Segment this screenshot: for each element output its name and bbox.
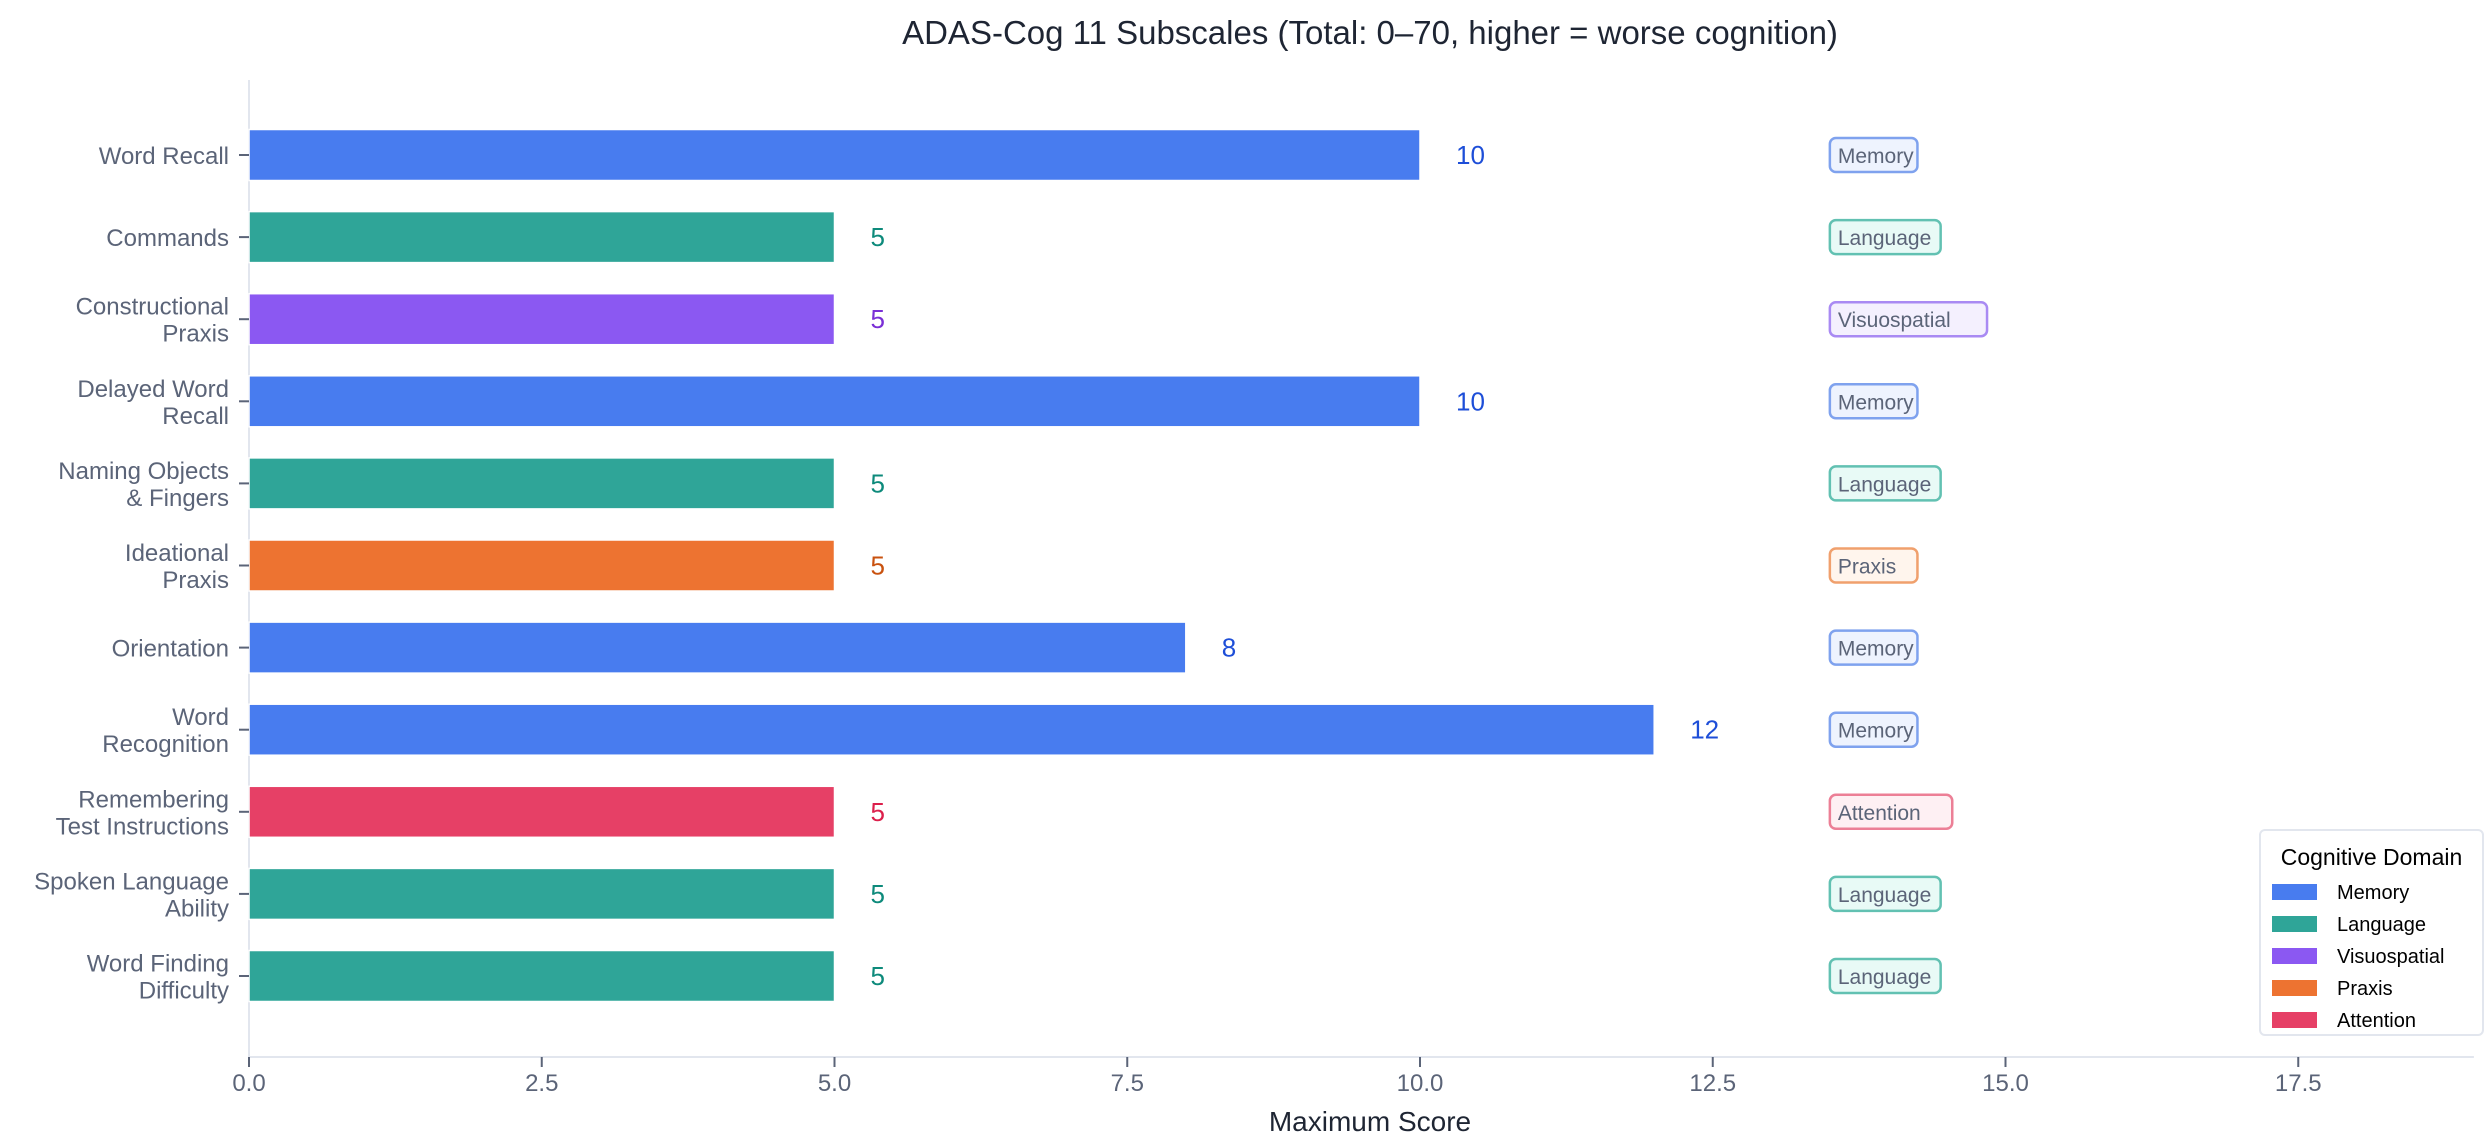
chart-title: ADAS-Cog 11 Subscales (Total: 0–70, high… bbox=[902, 14, 1838, 51]
legend-entry: Language bbox=[2337, 914, 2426, 936]
domain-tag-label: Memory bbox=[1838, 391, 1914, 414]
legend-title: Cognitive Domain bbox=[2281, 844, 2463, 870]
y-tick-label: Word Finding bbox=[87, 951, 229, 978]
domain-tag bbox=[1828, 957, 1942, 995]
data-label: 5 bbox=[871, 797, 885, 827]
domain-tag-label: Language bbox=[1838, 884, 1931, 907]
x-tick-label: 5.0 bbox=[818, 1070, 851, 1097]
legend-swatch bbox=[2272, 884, 2317, 900]
y-tick-label: Spoken Language bbox=[34, 868, 229, 895]
legend-entry: Praxis bbox=[2337, 978, 2393, 1000]
domain-tag bbox=[1828, 136, 1919, 174]
domain-tag bbox=[1828, 793, 1954, 831]
domain-tag bbox=[1828, 547, 1919, 584]
bar bbox=[248, 457, 836, 510]
x-tick-label: 2.5 bbox=[525, 1070, 558, 1097]
plot-area: 0.0 2.5 5.0 7.5 10.0 12.5 15.0 17.5 Word Recall 1… bbox=[34, 80, 2474, 1097]
domain-tag-label: Memory bbox=[1838, 720, 1914, 743]
bar bbox=[248, 703, 1655, 756]
legend-entry: Attention bbox=[2337, 1010, 2416, 1032]
y-tick-label: Commands bbox=[106, 225, 229, 252]
domain-tag-label: Language bbox=[1838, 966, 1931, 989]
data-label: 5 bbox=[871, 468, 885, 498]
y-tick-label: Recall bbox=[162, 403, 229, 430]
bar bbox=[248, 539, 836, 592]
bar bbox=[248, 785, 836, 839]
domain-tag bbox=[1828, 875, 1942, 913]
y-tick-label: & Fingers bbox=[126, 485, 229, 512]
legend-entry: Visuospatial bbox=[2337, 946, 2444, 968]
y-tick-label: Delayed Word bbox=[77, 376, 229, 403]
domain-tag-label: Praxis bbox=[1838, 556, 1896, 579]
legend-entry: Memory bbox=[2337, 882, 2409, 904]
legend: Cognitive Domain Memory Language Visuospati… bbox=[2259, 829, 2484, 1036]
x-tick-label: 12.5 bbox=[1689, 1070, 1736, 1097]
x-tick-label: 10.0 bbox=[1397, 1070, 1444, 1097]
domain-tag bbox=[1828, 711, 1919, 748]
data-label: 5 bbox=[871, 961, 885, 991]
y-tick-label: Test Instructions bbox=[56, 813, 229, 840]
data-label: 10 bbox=[1456, 386, 1485, 416]
legend-swatch bbox=[2272, 1012, 2317, 1028]
data-label: 10 bbox=[1456, 140, 1485, 170]
y-tick-label: Praxis bbox=[162, 567, 229, 594]
x-axis-label: Maximum Score bbox=[1269, 1106, 1471, 1137]
domain-tag-label: Language bbox=[1838, 227, 1931, 250]
y-tick-label: Ideational bbox=[125, 540, 229, 567]
bar bbox=[248, 949, 836, 1003]
domain-tag-label: Language bbox=[1838, 473, 1931, 496]
bar bbox=[248, 867, 836, 921]
data-label: 5 bbox=[871, 879, 885, 909]
y-tick-label: Naming Objects bbox=[58, 458, 229, 485]
domain-tag-label: Memory bbox=[1838, 638, 1914, 661]
legend-swatch bbox=[2272, 916, 2317, 932]
x-tick-label: 0.0 bbox=[232, 1070, 265, 1097]
domain-tag bbox=[1828, 218, 1942, 256]
bar bbox=[248, 621, 1187, 674]
data-label: 5 bbox=[871, 551, 885, 581]
y-tick-label: Word bbox=[172, 704, 229, 731]
data-label: 5 bbox=[871, 304, 885, 334]
domain-tag bbox=[1828, 383, 1919, 420]
x-tick-label: 17.5 bbox=[2275, 1070, 2322, 1097]
y-tick-label: Difficulty bbox=[139, 978, 229, 1005]
y-tick-label: Constructional bbox=[76, 294, 229, 321]
x-tick-label: 15.0 bbox=[1982, 1070, 2029, 1097]
domain-tag-label: Memory bbox=[1838, 145, 1914, 168]
legend-swatch bbox=[2272, 980, 2317, 996]
y-tick-label: Recognition bbox=[102, 731, 229, 758]
y-tick-label: Word Recall bbox=[99, 143, 229, 170]
y-tick-label: Remembering bbox=[78, 786, 229, 813]
domain-tag bbox=[1828, 629, 1919, 666]
x-tick-label: 7.5 bbox=[1111, 1070, 1144, 1097]
domain-tag bbox=[1828, 465, 1942, 502]
bar bbox=[248, 292, 836, 346]
bar bbox=[248, 375, 1421, 428]
y-tick-label: Praxis bbox=[162, 321, 229, 348]
bar bbox=[248, 210, 836, 264]
domain-tag bbox=[1828, 300, 1989, 338]
data-label: 8 bbox=[1222, 633, 1236, 663]
bar bbox=[248, 128, 1421, 182]
domain-tag-label: Attention bbox=[1838, 802, 1921, 825]
y-tick-label: Orientation bbox=[112, 636, 229, 663]
data-label: 12 bbox=[1690, 715, 1719, 745]
data-label: 5 bbox=[871, 222, 885, 252]
legend-swatch bbox=[2272, 948, 2317, 964]
domain-tag-label: Visuospatial bbox=[1838, 309, 1951, 332]
y-tick-label: Ability bbox=[165, 895, 229, 922]
